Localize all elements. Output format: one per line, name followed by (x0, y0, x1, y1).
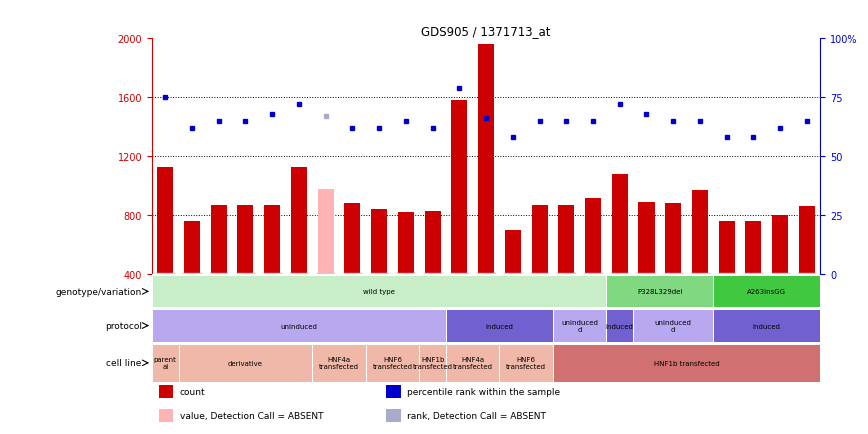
Text: value, Detection Call = ABSENT: value, Detection Call = ABSENT (180, 411, 324, 420)
Text: induced: induced (606, 323, 634, 329)
Bar (446, 344, 499, 382)
Bar (211, 205, 227, 275)
Bar (499, 344, 553, 382)
Bar (424, 211, 441, 275)
Bar (505, 230, 521, 275)
Text: HNF1b transfected: HNF1b transfected (654, 360, 720, 366)
Text: induced: induced (753, 323, 780, 329)
Bar (713, 310, 820, 342)
Bar (238, 205, 253, 275)
Bar (318, 189, 333, 275)
Text: HNF1b
transfected: HNF1b transfected (412, 356, 452, 369)
Text: HNF6
transfected: HNF6 transfected (506, 356, 546, 369)
Text: HNF6
transfected: HNF6 transfected (372, 356, 412, 369)
Text: derivative: derivative (228, 360, 263, 366)
Bar (419, 344, 446, 382)
Text: percentile rank within the sample: percentile rank within the sample (407, 387, 561, 396)
Text: protocol: protocol (105, 321, 141, 330)
Bar (312, 344, 365, 382)
Text: uninduced
d: uninduced d (562, 319, 598, 332)
Text: P328L329del: P328L329del (637, 289, 682, 295)
Bar (152, 344, 179, 382)
Bar (264, 205, 280, 275)
Text: wild type: wild type (363, 289, 395, 295)
Bar (152, 276, 607, 308)
Text: HNF4a
transfected: HNF4a transfected (453, 356, 493, 369)
Bar (184, 222, 200, 275)
Bar (585, 198, 601, 275)
Bar (451, 101, 467, 275)
Text: genotype/variation: genotype/variation (56, 287, 141, 296)
Bar (159, 385, 174, 398)
Bar (607, 310, 633, 342)
Bar (157, 167, 174, 275)
Text: parent
al: parent al (154, 356, 177, 369)
Text: induced: induced (485, 323, 513, 329)
Bar (719, 222, 734, 275)
Bar (478, 45, 494, 275)
Bar (713, 276, 820, 308)
Bar (372, 210, 387, 275)
Bar (446, 310, 553, 342)
Bar (553, 344, 820, 382)
Text: rank, Detection Call = ABSENT: rank, Detection Call = ABSENT (407, 411, 546, 420)
Bar (553, 310, 607, 342)
Bar (385, 409, 400, 422)
Bar (692, 191, 708, 275)
Bar (385, 385, 400, 398)
Text: cell line: cell line (107, 358, 141, 368)
Bar (345, 204, 360, 275)
Bar (152, 310, 446, 342)
Text: uninduced: uninduced (280, 323, 318, 329)
Bar (612, 174, 628, 275)
Bar (291, 167, 307, 275)
Bar (633, 310, 713, 342)
Bar (799, 207, 815, 275)
Text: A263insGG: A263insGG (747, 289, 786, 295)
Bar (607, 276, 713, 308)
Bar (558, 205, 575, 275)
Bar (159, 409, 174, 422)
Bar (365, 344, 419, 382)
Text: uninduced
d: uninduced d (654, 319, 692, 332)
Text: HNF4a
transfected: HNF4a transfected (319, 356, 359, 369)
Text: count: count (180, 387, 206, 396)
Bar (773, 216, 788, 275)
Bar (398, 213, 414, 275)
Bar (531, 205, 548, 275)
Bar (665, 204, 681, 275)
Title: GDS905 / 1371713_at: GDS905 / 1371713_at (421, 25, 551, 38)
Bar (746, 222, 761, 275)
Bar (179, 344, 312, 382)
Bar (639, 203, 654, 275)
